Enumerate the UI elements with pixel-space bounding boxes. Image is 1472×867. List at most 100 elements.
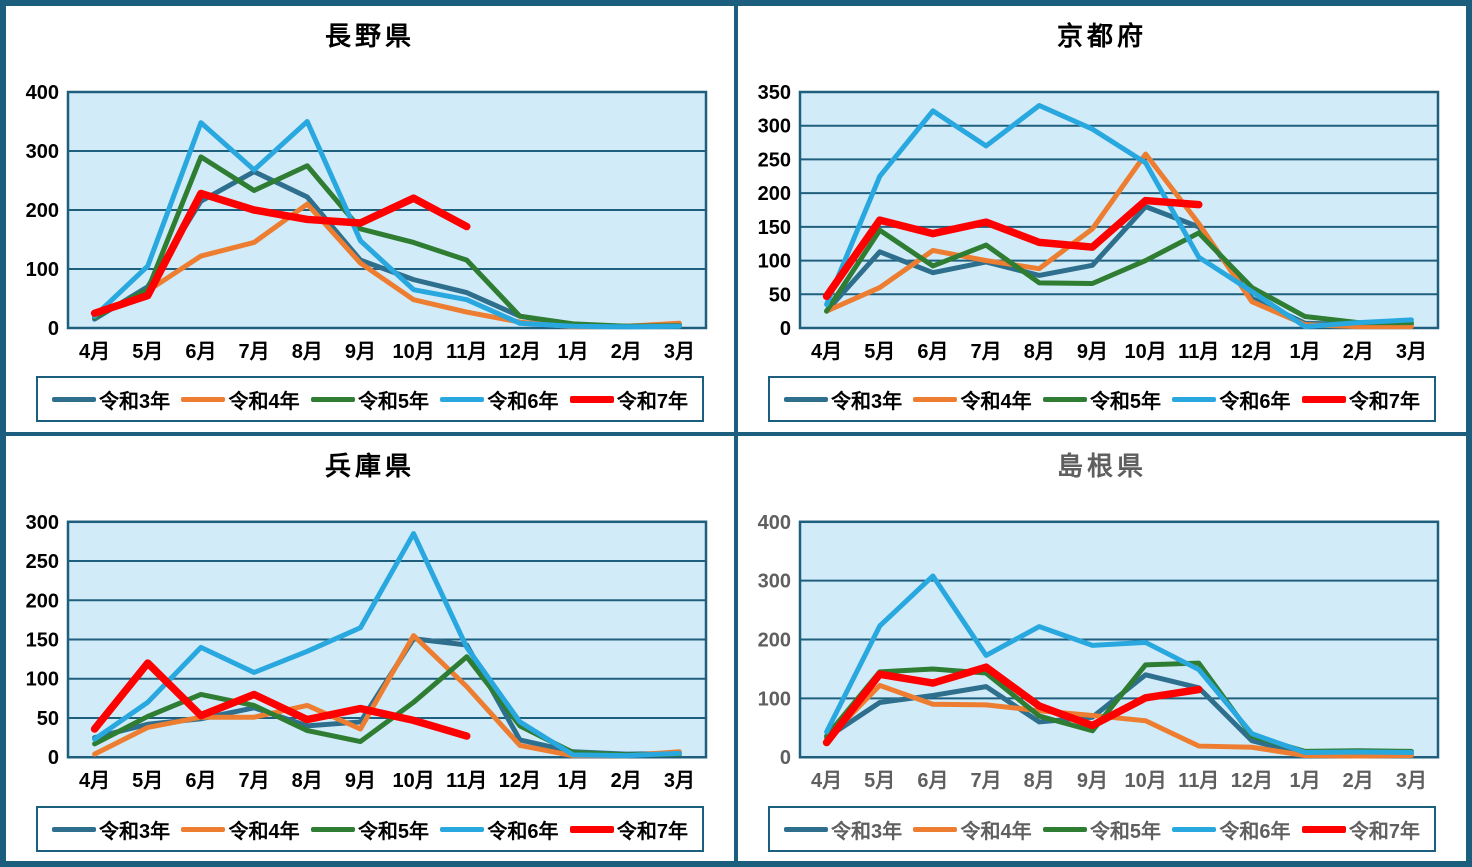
- x-axis-label: 3月: [664, 341, 695, 363]
- legend-item: 令和5年: [1042, 815, 1161, 844]
- y-axis-label: 250: [26, 551, 59, 573]
- series-line-令和6年: [92, 119, 682, 330]
- y-axis-label: 200: [26, 590, 59, 612]
- x-axis-label: 9月: [345, 770, 376, 792]
- chart-plot-kyoto: 0 50 100 150 200 250 300 350 4月 5月 6月 7月 8月 9月 10月 11月 1…: [758, 82, 1440, 363]
- legend-item: 令和5年: [310, 385, 430, 414]
- y-axis-label: 150: [26, 630, 59, 652]
- legend-line-swatch: [440, 396, 485, 402]
- x-axis-label: 2月: [611, 770, 642, 792]
- legend-line-swatch: [913, 826, 958, 832]
- x-axis-label: 8月: [1024, 770, 1055, 792]
- chart-title-shimane: 島根県: [1056, 451, 1147, 481]
- legend-kyoto: 令和3年 令和4年 令和5年 令和6年 令和7年: [768, 376, 1436, 422]
- x-axis-label: 2月: [1343, 341, 1374, 363]
- x-axis-label: 2月: [611, 341, 642, 363]
- y-axis-label: 300: [758, 571, 791, 593]
- plot-area: [800, 92, 1438, 328]
- legend-line-swatch: [1042, 826, 1087, 832]
- chart-panel-nagano: 長野県 0 100 200 300 400 4月 5月 6月 7月 8月 9月 10月 11月 12月 1月…: [4, 4, 736, 434]
- x-axis-label: 2月: [1343, 770, 1374, 792]
- x-axis-label: 4月: [79, 341, 110, 363]
- legend-line-swatch: [784, 826, 828, 832]
- legend-nagano: 令和3年 令和4年 令和5年 令和6年 令和7年: [36, 376, 704, 422]
- x-axis-label: 12月: [1231, 341, 1273, 363]
- x-axis-label: 6月: [917, 770, 948, 792]
- y-axis-label: 0: [780, 318, 791, 340]
- legend-item: 令和4年: [181, 385, 300, 414]
- y-axis-label: 400: [26, 82, 59, 104]
- x-axis-label: 10月: [1124, 341, 1166, 363]
- legend-label: 令和3年: [99, 390, 171, 413]
- legend-line-swatch: [440, 826, 485, 832]
- x-axis-label: 11月: [446, 770, 487, 792]
- y-axis-label: 350: [758, 82, 791, 104]
- x-axis-label: 8月: [1024, 341, 1055, 363]
- plot-border: [66, 90, 708, 330]
- series-line-令和7年: [90, 659, 471, 740]
- x-axis-label: 6月: [185, 770, 216, 792]
- legend-label: 令和7年: [616, 390, 688, 413]
- legend-item: 令和7年: [1301, 815, 1420, 844]
- x-axis-label: 5月: [132, 770, 163, 792]
- legend-line-swatch: [181, 826, 226, 832]
- legend-item: 令和6年: [1172, 815, 1291, 844]
- legend-label: 令和5年: [1089, 390, 1162, 413]
- y-axis-label: 300: [758, 116, 791, 138]
- legend-item: 令和4年: [913, 815, 1032, 844]
- chart-title-hyogo: 兵庫県: [324, 451, 415, 481]
- legend-line-swatch: [181, 396, 226, 402]
- legend-line-swatch: [1042, 396, 1087, 402]
- y-axis-label: 50: [769, 284, 791, 306]
- legend-item: 令和6年: [440, 815, 559, 844]
- y-axis-label: 0: [780, 747, 791, 769]
- plot-border: [798, 90, 1440, 330]
- legend-label: 令和6年: [487, 820, 559, 843]
- x-axis-label: 7月: [971, 341, 1002, 363]
- series-line-令和7年: [90, 189, 471, 317]
- x-axis-label: 1月: [558, 341, 589, 363]
- x-axis-label: 9月: [1077, 341, 1108, 363]
- legend-item: 令和7年: [569, 815, 688, 844]
- series-line-令和7年: [822, 663, 1203, 747]
- x-axis-label: 7月: [971, 770, 1002, 792]
- chart-title-kyoto: 京都府: [1056, 21, 1147, 51]
- y-axis-label: 300: [26, 512, 59, 534]
- legend-label: 令和5年: [357, 390, 430, 413]
- x-axis-label: 10月: [392, 770, 434, 792]
- legend-item: 令和5年: [310, 815, 430, 844]
- legend-item: 令和3年: [784, 385, 902, 414]
- legend-line-swatch: [310, 826, 355, 832]
- legend-item: 令和6年: [440, 385, 559, 414]
- legend-item: 令和4年: [181, 815, 300, 844]
- x-axis-label: 12月: [499, 770, 541, 792]
- y-axis-label: 400: [758, 512, 791, 534]
- x-axis-label: 5月: [864, 341, 895, 363]
- legend-label: 令和5年: [357, 820, 430, 843]
- legend-line-swatch: [569, 825, 614, 833]
- x-axis-label: 5月: [132, 341, 163, 363]
- chart-panel-kyoto: 京都府 0 50 100 150 200 250 300 350 4月 5月 6月 7月 8月 9月 10月…: [736, 4, 1468, 434]
- y-axis-label: 300: [26, 141, 59, 163]
- legend-item: 令和3年: [784, 815, 902, 844]
- chart-plot-hyogo: 0 50 100 150 200 250 300 4月 5月 6月 7月 8月 9月 10月 11月 12月 1…: [26, 512, 708, 792]
- series-line-令和5年: [824, 227, 1414, 326]
- legend-line-swatch: [310, 396, 355, 402]
- x-axis-label: 11月: [446, 341, 487, 363]
- legend-line-swatch: [1301, 395, 1346, 403]
- x-axis-label: 5月: [864, 770, 895, 792]
- legend-shimane: 令和3年 令和4年 令和5年 令和6年 令和7年: [768, 806, 1436, 852]
- legend-label: 令和3年: [831, 820, 903, 843]
- x-axis-label: 10月: [1124, 770, 1166, 792]
- x-axis-label: 11月: [1178, 770, 1219, 792]
- legend-item: 令和7年: [1301, 385, 1420, 414]
- y-axis-label: 100: [26, 259, 59, 281]
- legend-item: 令和3年: [52, 815, 170, 844]
- y-axis-label: 100: [26, 669, 59, 691]
- x-axis-label: 1月: [558, 770, 589, 792]
- y-axis-label: 100: [758, 688, 791, 710]
- legend-item: 令和5年: [1042, 385, 1162, 414]
- series-line-令和7年: [822, 196, 1203, 301]
- legend-label: 令和6年: [1219, 820, 1291, 843]
